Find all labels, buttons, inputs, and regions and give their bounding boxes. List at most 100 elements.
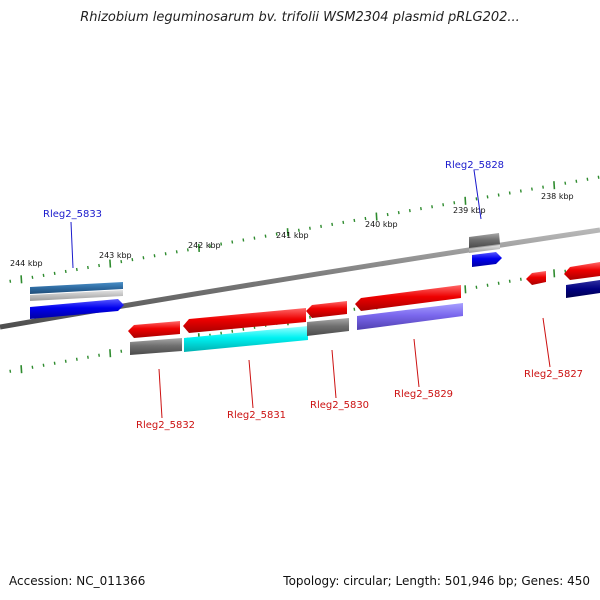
minor-tick <box>175 250 178 254</box>
minor-tick <box>98 263 100 268</box>
major-tick <box>286 228 289 237</box>
gene-label-Rleg2_5829[interactable]: Rleg2_5829 <box>394 389 453 400</box>
outer-tick-marks <box>9 175 600 284</box>
gene-arrow-Rleg2_5829[interactable] <box>355 285 461 311</box>
gene-arrow-Rleg2_5827[interactable] <box>526 271 546 285</box>
gene-arrow-Rleg2_5830[interactable] <box>306 301 347 318</box>
feature-gray-box <box>307 318 349 336</box>
minor-tick <box>64 269 67 274</box>
minor-tick <box>264 234 267 238</box>
major-tick <box>464 196 467 205</box>
minor-tick <box>31 365 34 369</box>
gene-arrow-Rleg2_5833[interactable] <box>30 299 124 319</box>
minor-tick <box>220 331 223 335</box>
minor-tick <box>586 177 589 181</box>
minor-tick <box>320 224 322 228</box>
minor-tick <box>486 195 489 199</box>
minor-tick <box>253 236 256 240</box>
feature-silver-strip <box>469 245 500 253</box>
minor-tick <box>508 191 511 195</box>
minor-tick <box>120 349 123 353</box>
minor-tick <box>131 258 134 262</box>
leader-Rleg2_5831 <box>248 359 254 409</box>
gene-Rleg2_5829[interactable] <box>355 285 463 330</box>
minor-tick <box>519 189 522 193</box>
gene-arrow-Rleg2_5828[interactable] <box>472 252 502 267</box>
minor-tick <box>475 197 478 201</box>
minor-tick <box>542 185 544 189</box>
label-leader-lines <box>70 169 551 419</box>
minor-tick <box>575 179 578 183</box>
gene-label-Rleg2_5828[interactable]: Rleg2_5828 <box>445 160 504 171</box>
minor-tick <box>242 238 245 242</box>
minor-tick <box>497 281 500 285</box>
map-title: Rhizobium leguminosarum bv. trifolii WSM… <box>80 10 520 25</box>
feature-gray-box <box>469 233 500 248</box>
scale-label-239: 239 kbp <box>453 206 486 215</box>
feature-navy-box <box>566 280 600 298</box>
scale-label-238: 238 kbp <box>541 192 574 201</box>
major-tick <box>553 269 556 278</box>
major-tick <box>197 243 200 252</box>
minor-tick <box>87 355 89 359</box>
gene-Rleg2_5832[interactable] <box>128 321 182 355</box>
minor-tick <box>564 269 567 273</box>
major-tick <box>464 285 467 294</box>
minor-tick <box>9 369 12 373</box>
minor-tick <box>297 228 300 232</box>
minor-tick <box>431 205 433 209</box>
major-tick <box>109 349 112 358</box>
gene-arrow-Rleg2_5832[interactable] <box>128 321 180 338</box>
major-tick <box>553 181 556 190</box>
gene-Rleg2_5833[interactable] <box>30 282 124 319</box>
minor-tick <box>42 273 45 277</box>
gene-label-Rleg2_5831[interactable]: Rleg2_5831 <box>227 410 286 421</box>
minor-tick <box>453 201 456 205</box>
leader-Rleg2_5833 <box>70 221 74 269</box>
minor-tick <box>475 285 478 289</box>
gene-label-Rleg2_5827[interactable]: Rleg2_5827 <box>524 369 583 380</box>
minor-tick <box>342 220 345 225</box>
major-tick <box>375 212 378 221</box>
feature-steel-bar <box>30 282 123 294</box>
minor-tick <box>186 248 189 252</box>
minor-tick <box>98 353 100 357</box>
minor-tick <box>42 363 45 367</box>
gene-Rleg2_5827[interactable] <box>526 262 600 298</box>
feature-purple-box <box>357 303 463 330</box>
scale-label-240: 240 kbp <box>365 220 398 229</box>
minor-tick <box>64 359 67 363</box>
minor-tick <box>231 329 234 333</box>
gene-label-Rleg2_5833[interactable]: Rleg2_5833 <box>43 209 102 220</box>
leader-Rleg2_5829 <box>413 338 420 388</box>
scale-label-244: 244 kbp <box>10 259 43 268</box>
gene-Rleg2_5830[interactable] <box>306 301 349 336</box>
scale-label-241: 241 kbp <box>276 231 309 240</box>
minor-tick <box>220 242 223 246</box>
feature-cyan-box <box>184 326 308 352</box>
gene-Rleg2_5828[interactable] <box>469 233 502 267</box>
gene-label-Rleg2_5830[interactable]: Rleg2_5830 <box>310 400 369 411</box>
minor-tick <box>309 226 311 230</box>
gene-arrow-partial[interactable] <box>564 262 600 280</box>
minor-tick <box>386 212 389 217</box>
feature-silver-bar <box>30 290 123 301</box>
minor-tick <box>142 256 145 260</box>
gene-arrow-Rleg2_5831[interactable] <box>183 308 306 333</box>
major-tick <box>20 275 23 284</box>
leader-Rleg2_5832 <box>158 368 163 419</box>
gene-label-Rleg2_5832[interactable]: Rleg2_5832 <box>136 420 195 431</box>
minor-tick <box>486 283 489 287</box>
minor-tick <box>353 307 356 311</box>
minor-tick <box>408 209 411 213</box>
minor-tick <box>420 207 422 211</box>
minor-tick <box>531 187 533 191</box>
genome-summary-text: Topology: circular; Length: 501,946 bp; … <box>283 574 590 588</box>
minor-tick <box>397 210 400 215</box>
minor-tick <box>53 361 56 365</box>
minor-tick <box>31 275 34 279</box>
gene-Rleg2_5831[interactable] <box>183 308 308 352</box>
minor-tick <box>275 232 278 236</box>
major-tick <box>20 365 23 374</box>
